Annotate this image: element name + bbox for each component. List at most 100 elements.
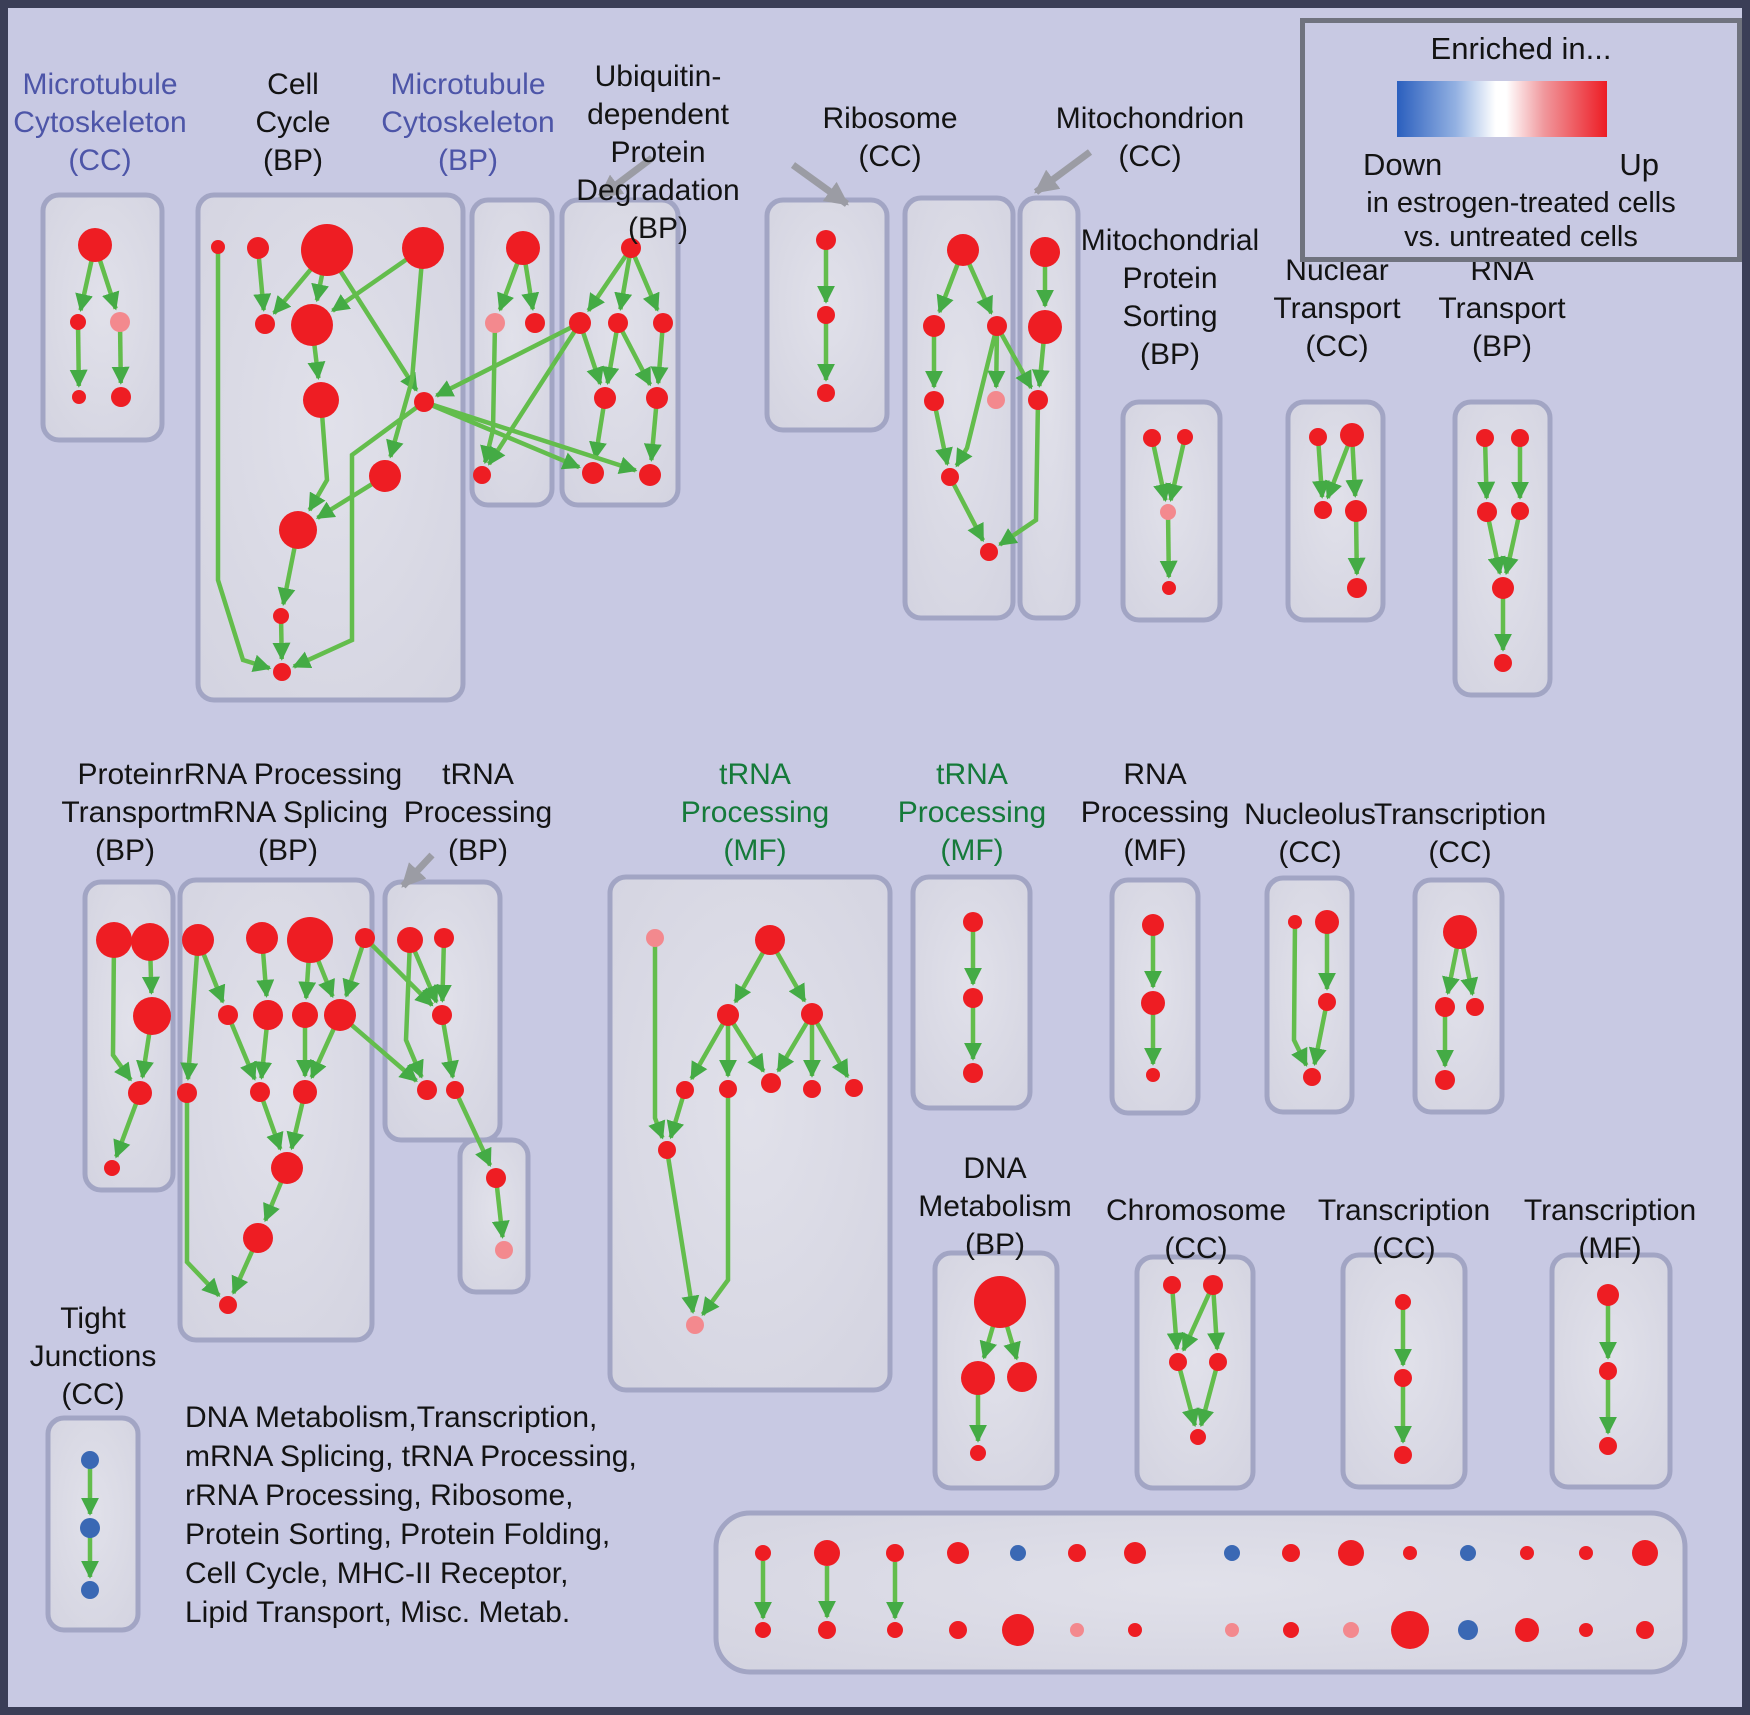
legend-context-line-1: in estrogen-treated cells bbox=[1366, 187, 1676, 219]
label-rrna-processing: rRNA Processing mRNA Splicing (BP) bbox=[173, 758, 403, 867]
pair-8-bottom-node-pink bbox=[1225, 1623, 1239, 1637]
go-box-transcription-cc-1 bbox=[1412, 877, 1505, 1115]
edge-f3-f5 bbox=[987, 325, 1006, 389]
edge-m1-m4 bbox=[403, 939, 424, 1079]
go-node-l7-red bbox=[292, 1002, 318, 1028]
edge-d1-d3 bbox=[614, 247, 634, 311]
edge-d1-d4 bbox=[628, 247, 660, 312]
go-node-p3-red bbox=[1146, 1068, 1160, 1082]
legend-title: Enriched in... bbox=[1430, 31, 1612, 66]
go-node-d3-red bbox=[608, 313, 628, 333]
go-node-s4-red bbox=[970, 1445, 986, 1461]
label-ribosome: Ribosome (CC) bbox=[822, 102, 958, 173]
label-protein-transport: Protein Transport (BP) bbox=[61, 758, 189, 867]
go-node-l5-red bbox=[218, 1005, 238, 1025]
go-node-f4-red bbox=[924, 391, 944, 411]
edge-g3-f7 bbox=[998, 399, 1041, 547]
go-node-d6-red bbox=[646, 387, 668, 409]
go-node-n3-red bbox=[717, 1004, 739, 1026]
pair-7-top-node-red bbox=[1124, 1542, 1146, 1564]
edge-t1-t3 bbox=[1166, 1284, 1185, 1351]
pair-10-bottom-node-pink bbox=[1343, 1622, 1359, 1638]
go-node-l1-red bbox=[182, 924, 214, 956]
pair-10-top-node-red bbox=[1338, 1540, 1364, 1566]
go-node-d1-red bbox=[621, 238, 641, 258]
legend-gradient-bar bbox=[1397, 81, 1607, 137]
go-box-rna-transport bbox=[1452, 399, 1553, 698]
go-node-b6-red bbox=[291, 304, 333, 346]
go-node-a2-red bbox=[70, 314, 86, 330]
edge-d3-d5 bbox=[601, 322, 621, 385]
go-node-w3-blue bbox=[81, 1581, 99, 1599]
label-transcription-cc-1: Transcription (CC) bbox=[1373, 798, 1547, 869]
label-tight-junctions: Tight Junctions (CC) bbox=[29, 1302, 157, 1411]
legend-down-label: Down bbox=[1363, 147, 1443, 182]
label-dna-metabolism: DNA Metabolism (BP) bbox=[918, 1152, 1072, 1261]
go-node-n7-red bbox=[761, 1073, 781, 1093]
edge-m5-m6 bbox=[452, 1089, 493, 1167]
edge-f3-f6 bbox=[954, 325, 1000, 468]
go-node-i3-red bbox=[1314, 501, 1332, 519]
pair-1-top-node-red bbox=[755, 1545, 771, 1561]
go-node-b7-red bbox=[303, 382, 339, 418]
edge-a3-a5 bbox=[111, 321, 130, 385]
go-node-m2-red bbox=[434, 928, 454, 948]
go-node-t4-red bbox=[1209, 1353, 1227, 1371]
go-node-b12-red bbox=[273, 663, 291, 681]
go-node-j6-red bbox=[1494, 654, 1512, 672]
go-node-f3-red bbox=[987, 316, 1007, 336]
go-node-v2-red bbox=[1599, 1362, 1617, 1380]
edge-h1-h3 bbox=[1149, 437, 1171, 503]
go-node-n4-red bbox=[801, 1003, 823, 1025]
pair-2-bottom-node-red bbox=[818, 1621, 836, 1639]
go-box-trna-mf-1 bbox=[607, 874, 893, 1393]
go-node-m1-red bbox=[397, 927, 423, 953]
go-node-l11-red bbox=[293, 1080, 317, 1104]
go-node-j5-red bbox=[1492, 577, 1514, 599]
go-node-l6-red bbox=[253, 1000, 283, 1030]
edge-b8-b12 bbox=[292, 400, 426, 669]
go-node-p2-red bbox=[1141, 991, 1165, 1015]
edge-j1-j3 bbox=[1477, 437, 1496, 500]
edge-m3-m5 bbox=[439, 1014, 459, 1079]
go-node-u1-red bbox=[1395, 1294, 1411, 1310]
go-node-s1-red bbox=[974, 1276, 1026, 1328]
go-node-p1-red bbox=[1142, 914, 1164, 936]
pair-15-top-node-red bbox=[1632, 1540, 1658, 1566]
go-node-m7-pink bbox=[495, 1241, 513, 1259]
go-node-f1-red bbox=[947, 234, 979, 266]
go-node-n5-red bbox=[676, 1081, 694, 1099]
go-node-q2-red bbox=[1315, 910, 1339, 934]
go-node-a4-red bbox=[72, 390, 86, 404]
pair-3-bottom-node-red bbox=[887, 1622, 903, 1638]
label-nucleolus: Nucleolus (CC) bbox=[1244, 798, 1376, 869]
edge-t2-t4 bbox=[1207, 1284, 1226, 1351]
go-node-i5-red bbox=[1347, 578, 1367, 598]
legend-context-line-2: vs. untreated cells bbox=[1404, 221, 1638, 253]
edge-n10-n11 bbox=[664, 1149, 700, 1314]
edge-b1-b12 bbox=[215, 247, 272, 673]
go-node-b9-red bbox=[369, 460, 401, 492]
go-node-l3-red bbox=[287, 917, 333, 963]
go-node-b5-red bbox=[255, 314, 275, 334]
go-node-a1-red bbox=[78, 228, 112, 262]
go-node-b2-red bbox=[247, 237, 269, 259]
go-node-n10-red bbox=[658, 1141, 676, 1159]
go-node-w2-blue bbox=[80, 1518, 100, 1538]
pair-11-top-node-red bbox=[1403, 1546, 1417, 1560]
go-node-c1-red bbox=[506, 231, 540, 265]
pair-9-bottom-node-red bbox=[1283, 1622, 1299, 1638]
edge-l10-l12 bbox=[257, 1091, 284, 1151]
go-node-g1-red bbox=[1030, 237, 1060, 267]
edge-b4-b9 bbox=[386, 247, 426, 459]
go-node-o3-red bbox=[963, 1063, 983, 1083]
label-ubiquitin: Ubiquitin- dependent Protein Degradation… bbox=[576, 60, 740, 245]
edge-t3-t5 bbox=[1175, 1361, 1200, 1428]
edge-d2-b8 bbox=[434, 320, 582, 398]
edge-n4-n9 bbox=[810, 1012, 850, 1079]
go-node-b10-red bbox=[279, 511, 317, 549]
go-node-e1-red bbox=[816, 230, 836, 250]
go-node-o1-red bbox=[963, 912, 983, 932]
go-node-d8-red bbox=[639, 464, 661, 486]
